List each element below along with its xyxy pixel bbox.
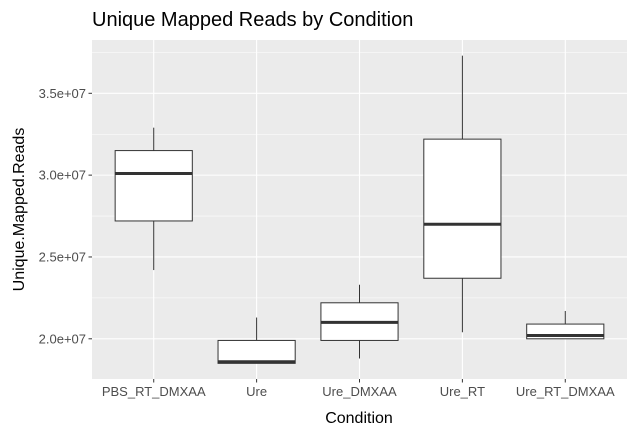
box-iqr — [217, 339, 296, 364]
boxplot-ure-rt — [423, 55, 502, 333]
x-axis-title: Condition — [325, 410, 393, 427]
boxplots — [114, 55, 605, 364]
chart-title: Unique Mapped Reads by Condition — [92, 9, 413, 31]
boxplot-pbs-rt-dmxaa — [114, 127, 193, 271]
y-tick-label: 3.0e+07 — [39, 168, 86, 183]
boxplot-ure — [217, 317, 296, 364]
x-tick-label: PBS_RT_DMXAA — [102, 384, 206, 399]
x-tick-label: Ure_DMXAA — [322, 384, 397, 399]
boxplot-ure-dmxaa — [320, 284, 399, 359]
y-axis-title: Unique.Mapped.Reads — [11, 128, 28, 292]
y-tick-label: 2.5e+07 — [39, 249, 86, 264]
x-axis: PBS_RT_DMXAA Ure Ure_DMXAA Ure_RT Ure_RT_DMX… — [102, 379, 615, 399]
y-tick-label: 3.5e+07 — [39, 86, 86, 101]
x-tick-label: Ure_RT_DMXAA — [516, 384, 615, 399]
x-tick-label: Ure — [246, 384, 267, 399]
x-tick-label: Ure_RT — [440, 384, 485, 399]
boxplot-ure-rt-dmxaa — [526, 310, 605, 340]
y-tick-label: 2.0e+07 — [39, 331, 86, 346]
y-axis: 2.0e+07 2.5e+07 3.0e+07 3.5e+07 — [39, 86, 92, 346]
box-iqr — [423, 138, 502, 279]
box-iqr — [114, 150, 193, 222]
